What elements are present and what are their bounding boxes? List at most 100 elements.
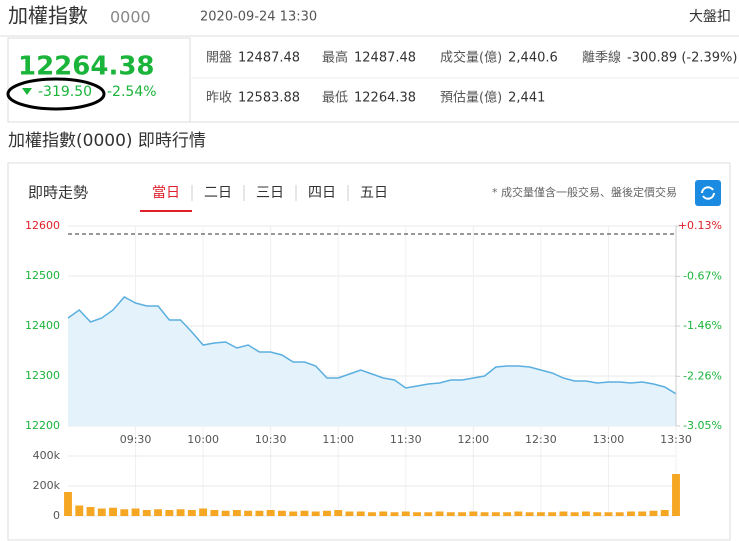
panel-title: 即時走勢 [28,184,88,202]
tab[interactable]: 當日 [152,185,180,201]
volume-bar [210,510,219,516]
y-tick-label: 12400 [25,319,60,332]
volume-bar [142,510,151,516]
section-title: 加權指數(0000) 即時行情 [8,131,206,151]
volume-bar [491,512,500,516]
link[interactable]: 大盤扣 [689,9,731,25]
volume-bar [458,512,467,516]
volume-bar [660,510,669,516]
volume-bar [232,510,241,516]
tab[interactable]: 四日 [308,185,336,201]
index-code: 0000 [110,8,151,27]
volume-bar [221,510,230,516]
x-tick-label: 12:30 [525,433,557,446]
y2-tick-label: -0.67% [683,269,722,282]
volume-bar [503,512,512,516]
volume-bar [176,509,185,516]
volume-bar [627,511,635,516]
volume-bar [300,510,309,516]
stat-label: 最低 [322,91,348,106]
volume-bar [469,511,478,516]
price: 12264.38 [18,52,155,82]
note: * 成交量僅含一般交易、盤後定價交易 [492,185,677,199]
refresh-button[interactable] [695,180,721,206]
volume-bar [548,512,557,516]
stat-value: 12487.48 [354,51,416,66]
down-arrow [22,88,32,95]
x-tick-label: 13:30 [660,433,692,446]
volume-bar [199,508,208,516]
datetime: 2020-09-24 13:30 [200,10,317,25]
volume-bar [638,511,647,516]
volume-tick-label: 0 [53,509,60,522]
volume-bar [435,511,444,516]
volume-bar [86,507,95,516]
tab[interactable]: 二日 [204,185,232,201]
volume-bar [356,511,365,516]
volume-bar [289,511,298,516]
volume-bar [514,511,523,516]
chart-panel [7,162,731,541]
volume-bar [581,511,590,516]
volume-bar [120,509,129,516]
y-tick-label: 12600 [25,219,60,232]
volume-bar [187,510,196,516]
volume-bar [97,508,106,516]
volume-bar [266,510,275,516]
volume-bar [559,511,568,516]
volume-bar [323,510,331,516]
price-line [67,296,677,395]
y2-tick-label: -1.46% [683,319,722,332]
volume-tick-label: 200k [33,479,61,492]
x-tick-label: 11:00 [322,433,354,446]
stat-value: 2,440.6 [508,51,558,66]
tab[interactable]: 五日 [360,185,388,201]
volume-bar [345,511,354,516]
y2-tick-label: -2.26% [683,369,722,382]
tab[interactable]: 三日 [256,185,284,201]
volume-bar [480,512,489,516]
refresh-icon [701,186,715,200]
stat-label: 昨收 [206,91,232,106]
x-tick-label: 10:00 [187,433,219,446]
volume-bar [649,510,658,516]
volume-bar [672,474,680,516]
x-tick-label: 12:00 [457,433,489,446]
volume-bar [75,505,84,516]
stats: 開盤 12487.48 最高 12487.48 成交量(億) 2,440.6 離季線 -300… [206,50,737,106]
volume-bar [131,508,140,516]
volume-bar [244,510,253,516]
volume-bar [255,510,264,516]
volume-bar [154,509,163,516]
annotation-circle [6,77,106,111]
stat-label: 離季線 [582,50,621,66]
stat-label: 成交量(億) [440,50,502,66]
volume-bar [401,511,410,516]
volume-bar [615,512,624,516]
stat-label: 預估量(億) [440,90,502,106]
volume-bar [593,512,602,516]
volume-bar [413,512,421,516]
y-tick-label: 12500 [25,269,60,282]
x-tick-label: 13:00 [593,433,625,446]
stat-value: 12264.38 [354,91,416,106]
volume-bar [334,510,343,516]
index-title: 加權指數 [8,4,88,28]
stat-value: 2,441 [508,91,545,106]
volume-bar [64,492,72,516]
price-area [68,297,676,426]
volume-bar [277,510,286,516]
volume-bar [165,510,174,516]
volume-bar [604,512,613,516]
y-tick-label: 12200 [25,419,60,432]
stat-label: 最高 [322,50,348,66]
stat-value: 12583.88 [238,91,300,106]
volume-bar [536,512,545,516]
y2-tick-label: +0.13% [678,219,722,232]
change: -319.50 [38,84,92,100]
volume-bar [424,512,433,516]
volume-bar [368,512,376,516]
change-percent: -2.54% [107,84,157,100]
chart: 12200 12300 12400 12500 12600 -3.05% -2.26% -1.… [25,219,722,522]
